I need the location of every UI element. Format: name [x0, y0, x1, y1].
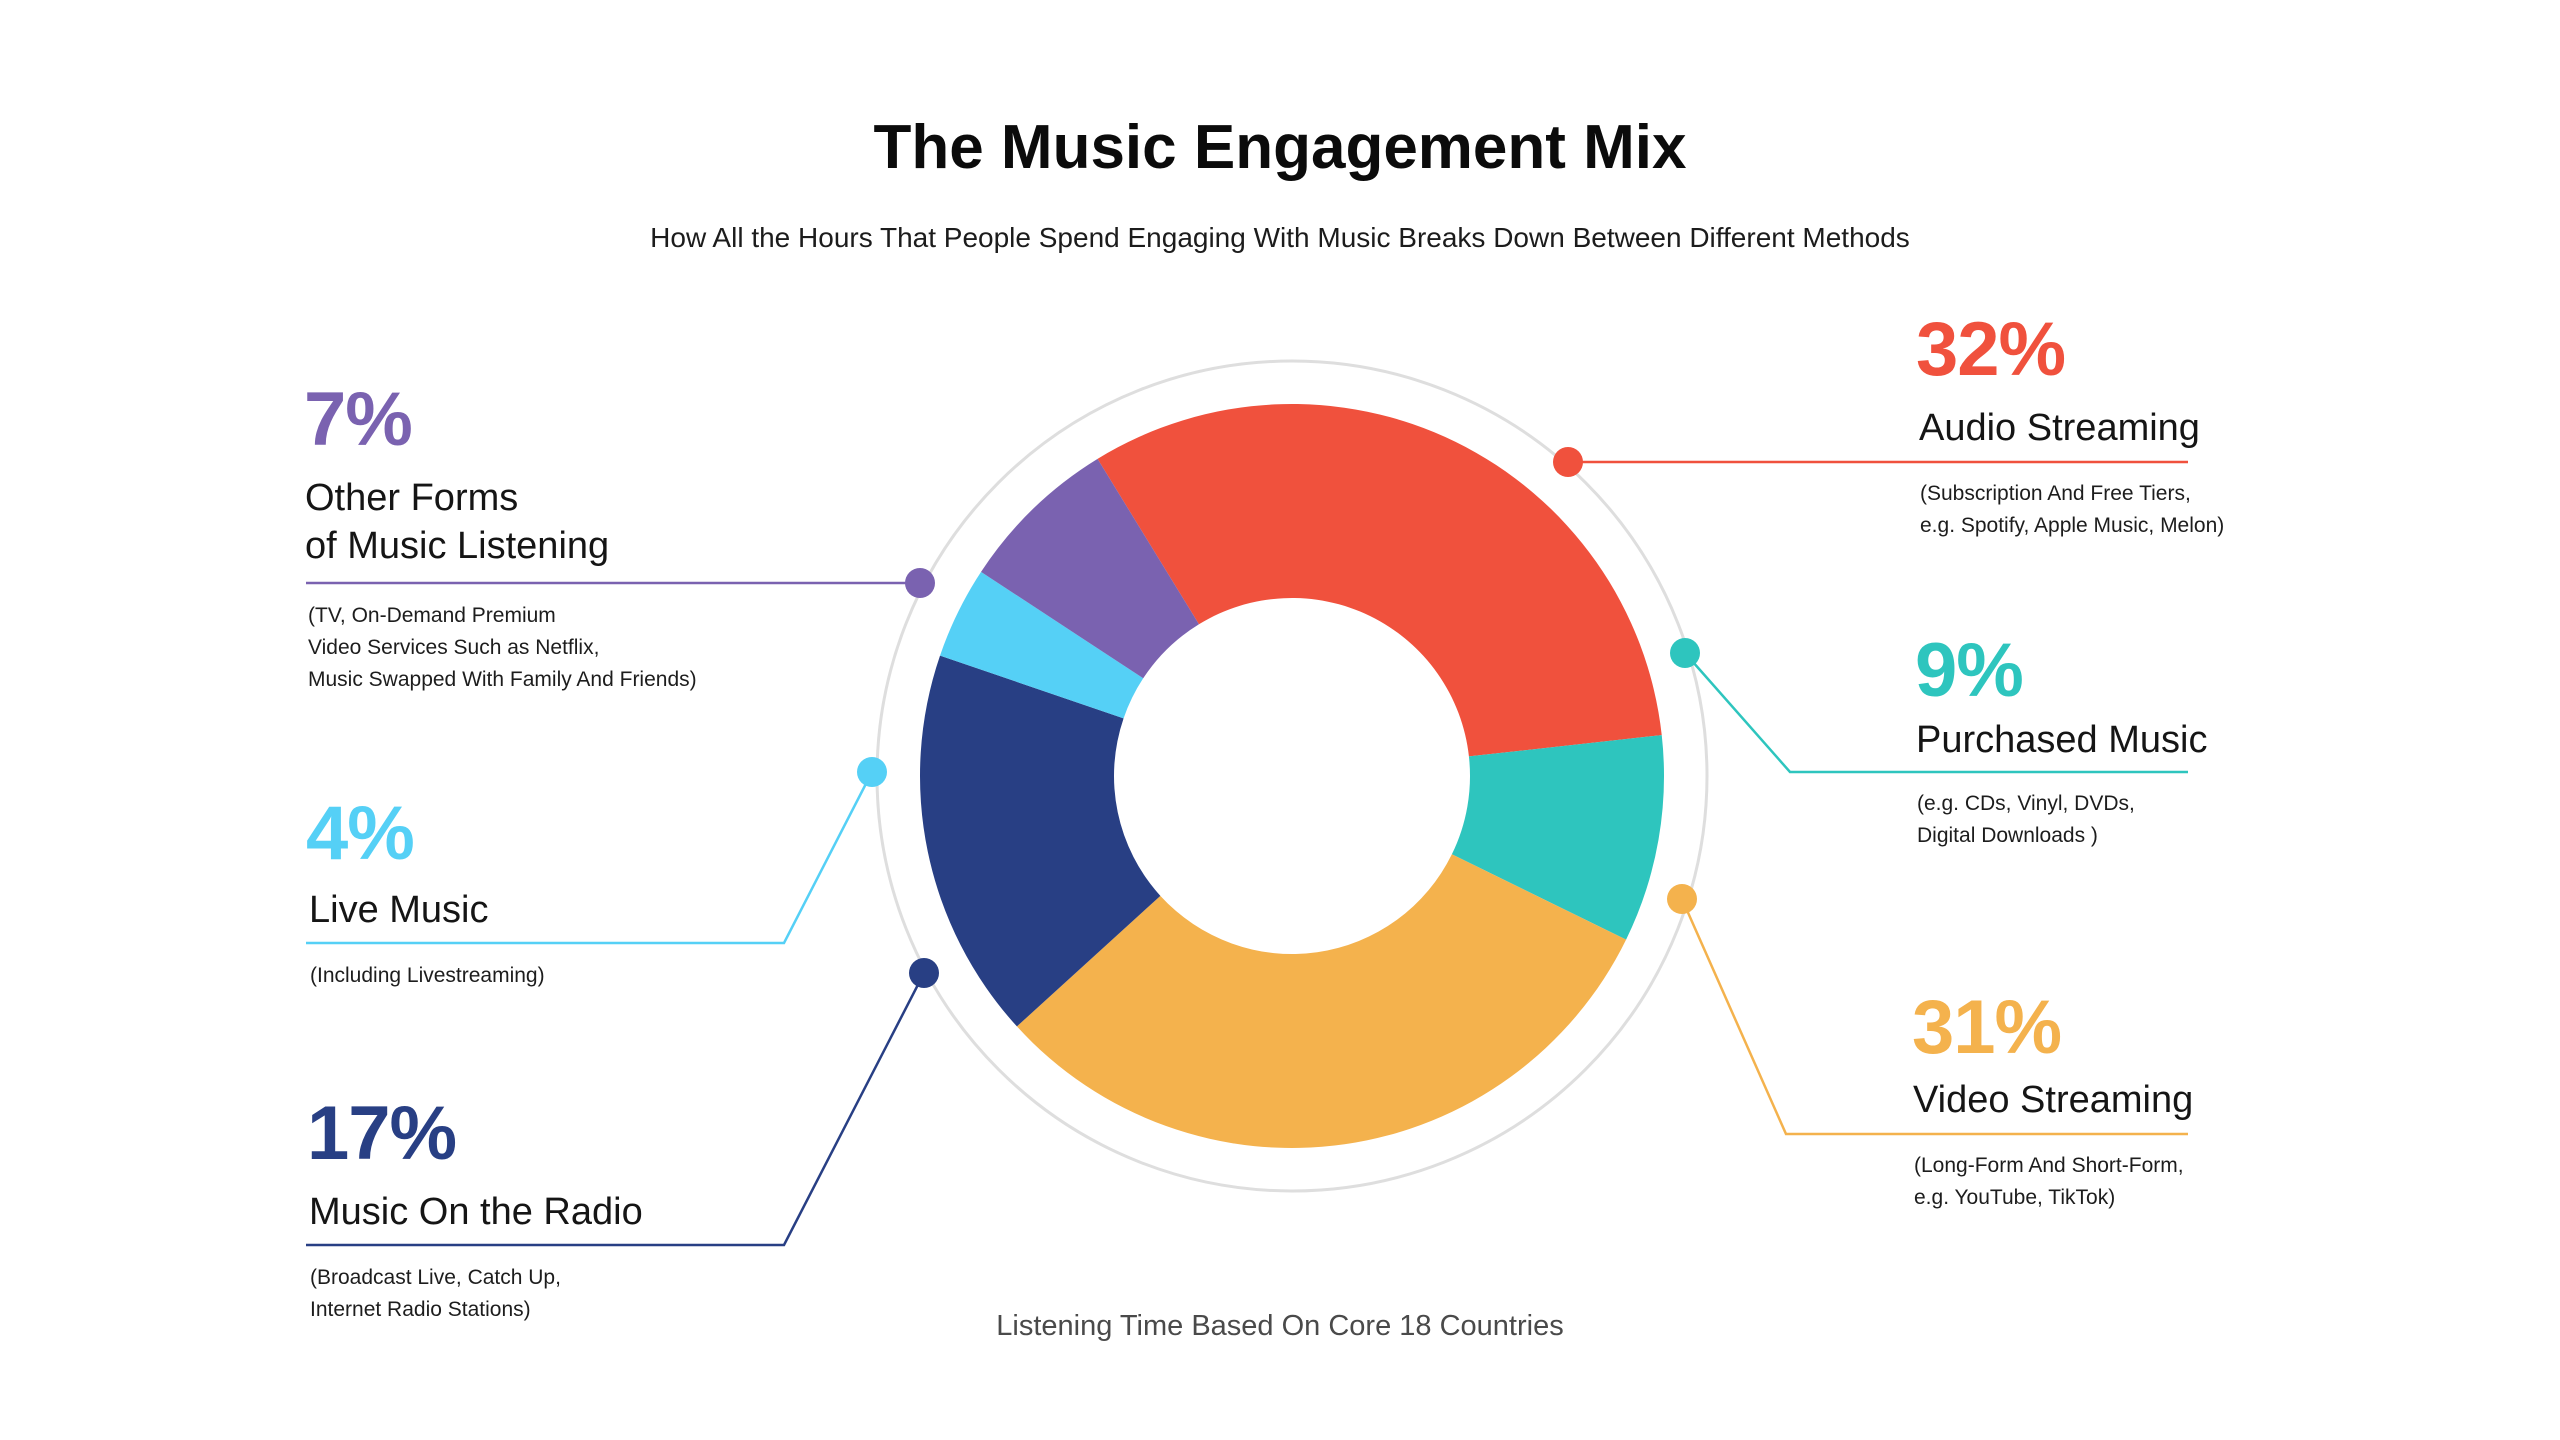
legend-description-line: Internet Radio Stations)	[310, 1298, 531, 1321]
legend-label-line: Music On the Radio	[309, 1191, 643, 1233]
legend-label-line: Other Forms	[305, 477, 519, 519]
data-label-percent-radio: 17%	[307, 1091, 457, 1176]
legend-description-live: (Including Livestreaming)	[310, 960, 545, 992]
legend-description-line: (Long-Form And Short-Form,	[1914, 1154, 2184, 1177]
legend-label-line: of Music Listening	[305, 525, 610, 567]
legend-description-video: (Long-Form And Short-Form, e.g. YouTube, …	[1914, 1150, 2184, 1214]
legend-label-radio: Music On the Radio	[309, 1188, 643, 1236]
leader-dot-radio	[909, 958, 939, 988]
legend-label-other: Other Forms of Music Listening	[305, 474, 609, 570]
donut-slice-audio	[1097, 403, 1662, 757]
legend-description-line: Video Services Such as Netflix,	[308, 636, 600, 659]
legend-description-line: (Including Livestreaming)	[310, 964, 545, 987]
leader-line-purchased	[1684, 652, 2188, 774]
leader-dot-video	[1667, 884, 1697, 914]
legend-description-line: (e.g. CDs, Vinyl, DVDs,	[1917, 792, 2135, 815]
leader-dot-audio	[1553, 447, 1583, 477]
chart-title: The Music Engagement Mix	[873, 113, 1687, 182]
legend-label-live: Live Music	[309, 886, 489, 934]
chart-footnote: Listening Time Based On Core 18 Countrie…	[996, 1310, 1564, 1342]
legend-description-purchased: (e.g. CDs, Vinyl, DVDs, Digital Downloads…	[1917, 788, 2135, 852]
legend-label-video: Video Streaming	[1913, 1076, 2193, 1124]
legend-label-line: Audio Streaming	[1919, 407, 2200, 449]
leader-lines	[306, 447, 2188, 1247]
donut-slices	[920, 403, 1664, 1148]
legend-description-line: e.g. Spotify, Apple Music, Melon)	[1920, 514, 2225, 537]
donut-slice-other	[981, 458, 1199, 679]
legend-description-line: (Subscription And Free Tiers,	[1920, 482, 2191, 505]
legend-label-line: Purchased Music	[1916, 719, 2208, 761]
legend-description-radio: (Broadcast Live, Catch Up, Internet Radio…	[310, 1262, 561, 1326]
donut-slice-radio	[920, 655, 1161, 1027]
data-label-percent-purchased: 9%	[1915, 628, 2024, 713]
data-label-percent-video: 31%	[1912, 985, 2062, 1070]
data-label-percent-live: 4%	[306, 791, 415, 876]
leader-line-live	[306, 771, 874, 945]
legend-description-other: (TV, On-Demand Premium Video Services Suc…	[308, 600, 697, 696]
leader-dot-other	[905, 568, 935, 598]
legend-description-line: Music Swapped With Family And Friends)	[308, 668, 697, 691]
legend-description-line: e.g. YouTube, TikTok)	[1914, 1186, 2116, 1209]
legend-label-purchased: Purchased Music	[1916, 716, 2207, 764]
donut-slice-purchased	[1451, 735, 1664, 940]
leader-dot-purchased	[1670, 638, 1700, 668]
leader-line-radio	[306, 972, 926, 1247]
data-label-percent-audio: 32%	[1916, 307, 2066, 392]
data-label-percent-other: 7%	[304, 377, 413, 462]
donut-slice-live	[940, 571, 1144, 719]
legend-description-line: (Broadcast Live, Catch Up,	[310, 1266, 561, 1289]
leader-line-video	[1680, 898, 2188, 1136]
legend-label-line: Live Music	[309, 889, 489, 931]
legend-description-line: Digital Downloads )	[1917, 824, 2098, 847]
chart-subtitle: How All the Hours That People Spend Enga…	[650, 222, 1910, 253]
legend-label-line: Video Streaming	[1913, 1079, 2194, 1121]
donut-slice-video	[1016, 854, 1627, 1148]
legend-description-audio: (Subscription And Free Tiers, e.g. Spotif…	[1920, 478, 2224, 542]
legend-label-audio: Audio Streaming	[1919, 404, 2200, 452]
leader-dot-live	[857, 757, 887, 787]
legend-description-line: (TV, On-Demand Premium	[308, 604, 556, 627]
